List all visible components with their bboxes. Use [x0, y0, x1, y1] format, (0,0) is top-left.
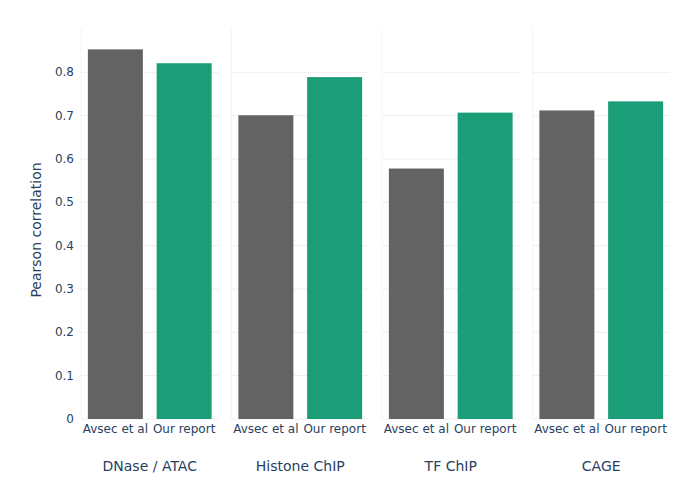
- panel: Avsec et al Our report TF ChIP: [382, 29, 520, 474]
- x-tick-label: Our report: [604, 422, 667, 436]
- panel: Avsec et al Our report CAGE: [533, 29, 671, 474]
- y-tick-label: 0.7: [55, 109, 74, 123]
- y-axis-line: [532, 29, 533, 419]
- y-tick-label: 0.8: [55, 65, 74, 79]
- y-tick-label: 0.6: [55, 152, 74, 166]
- bar: [389, 169, 444, 419]
- panel-title: TF ChIP: [424, 458, 477, 474]
- y-tick-label: 0.1: [55, 369, 74, 383]
- grid-line: [533, 72, 671, 73]
- bars: [238, 77, 362, 419]
- bars: [389, 113, 513, 419]
- panel: Avsec et al Our report Histone ChIP: [232, 29, 370, 474]
- x-tick-label: Avsec et al: [83, 422, 148, 436]
- panel-title: DNase / ATAC: [103, 458, 198, 474]
- panel: 0 0.1 0.2 0.3 0.4 0.5 0.6 0.7 0.8 Pearson correla…: [28, 29, 219, 474]
- bar: [238, 115, 293, 419]
- bar: [157, 63, 212, 419]
- bar: [608, 101, 663, 419]
- y-axis-line: [382, 29, 383, 419]
- y-tick-label: 0.5: [55, 195, 74, 209]
- grid-line: [382, 72, 520, 73]
- x-tick-label: Avsec et al: [384, 422, 449, 436]
- x-tick-label: Our report: [454, 422, 517, 436]
- y-tick-label: 0: [66, 412, 74, 426]
- bar: [307, 77, 362, 419]
- y-axis-line: [81, 29, 82, 419]
- bars: [88, 49, 212, 419]
- panel-title: CAGE: [582, 458, 621, 474]
- x-tick-label: Avsec et al: [233, 422, 298, 436]
- bar: [88, 49, 143, 419]
- y-tick-label: 0.2: [55, 325, 74, 339]
- y-tick-label: 0.3: [55, 282, 74, 296]
- chart: 0 0.1 0.2 0.3 0.4 0.5 0.6 0.7 0.8 Pearson correla…: [0, 0, 700, 500]
- y-axis-line: [231, 29, 232, 419]
- panel-title: Histone ChIP: [256, 458, 345, 474]
- x-tick-label: Our report: [303, 422, 366, 436]
- x-tick-label: Our report: [153, 422, 216, 436]
- bar: [458, 113, 513, 419]
- y-axis-label: Pearson correlation: [28, 162, 44, 297]
- y-tick-label: 0.4: [55, 239, 74, 253]
- x-tick-label: Avsec et al: [534, 422, 599, 436]
- grid-line: [232, 72, 370, 73]
- bar: [539, 110, 594, 419]
- bars: [539, 101, 663, 419]
